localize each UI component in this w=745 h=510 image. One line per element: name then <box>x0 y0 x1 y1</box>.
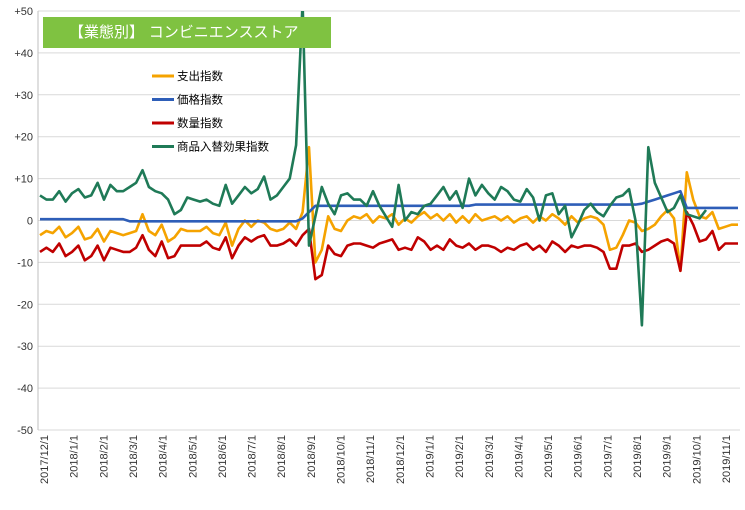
x-tick-label: 2019/10/1 <box>691 435 703 484</box>
x-tick-label: 2018/12/1 <box>395 435 407 484</box>
y-tick-labels: +50 +40 +30 +20 +10 0 -10 -20 -30 -40 -50 <box>14 6 33 437</box>
series-lines <box>39 11 738 327</box>
series-line-spending-index <box>39 145 738 273</box>
series-line-product-replacement-index <box>39 11 708 327</box>
x-tick-label: 2018/10/1 <box>336 435 348 484</box>
x-tick-label: 2019/9/1 <box>662 435 674 478</box>
y-tick-label: +40 <box>14 48 33 60</box>
x-tick-labels: 2017/12/1 2018/1/1 2018/2/1 2018/3/1 2018/4/… <box>39 435 733 484</box>
x-tick-label: 2018/5/1 <box>187 435 199 478</box>
x-tick-label: 2019/7/1 <box>602 435 614 478</box>
x-tick-label: 2019/6/1 <box>573 435 585 478</box>
x-tick-label: 2018/6/1 <box>217 435 229 478</box>
y-tick-label: -10 <box>17 257 33 269</box>
x-tick-label: 2019/8/1 <box>632 435 644 478</box>
y-tick-label: +30 <box>14 90 33 102</box>
x-tick-label: 2019/1/1 <box>424 435 436 478</box>
y-tick-label: -20 <box>17 299 33 311</box>
y-tick-label: 0 <box>27 216 33 228</box>
x-tick-label: 2018/2/1 <box>98 435 110 478</box>
legend-label: 支出指数 <box>177 69 223 83</box>
series-line-price-index <box>40 189 738 223</box>
legend-label: 商品入替効果指数 <box>177 140 269 154</box>
x-tick-label: 2018/8/1 <box>276 435 288 478</box>
x-tick-label: 2018/3/1 <box>128 435 140 478</box>
y-tick-label: +20 <box>14 132 33 144</box>
x-tick-label: 2019/3/1 <box>484 435 496 478</box>
y-tick-label: -30 <box>17 341 33 353</box>
x-tick-label: 2018/9/1 <box>306 435 318 478</box>
x-tick-label: 2018/7/1 <box>247 435 259 478</box>
x-tick-label: 2019/2/1 <box>454 435 466 478</box>
x-tick-label: 2019/4/1 <box>513 435 525 478</box>
y-tick-label: +10 <box>14 174 33 186</box>
legend-label: 価格指数 <box>177 93 223 107</box>
chart-title: 【業態別】 コンビニエンスストア <box>43 17 331 48</box>
x-tick-label: 2018/4/1 <box>158 435 170 478</box>
x-tick-label: 2018/1/1 <box>69 435 81 478</box>
x-tick-label: 2017/12/1 <box>39 435 51 484</box>
y-tick-label: +50 <box>14 6 33 18</box>
legend-label: 数量指数 <box>177 116 223 130</box>
series-line-quantity-index <box>39 210 738 281</box>
y-tick-label: -50 <box>17 425 33 437</box>
y-tick-label: -40 <box>17 383 33 395</box>
x-tick-label: 2018/11/1 <box>365 435 377 483</box>
x-tick-label: 2019/5/1 <box>543 435 555 478</box>
x-tick-label: 2019/11/1 <box>721 435 733 483</box>
